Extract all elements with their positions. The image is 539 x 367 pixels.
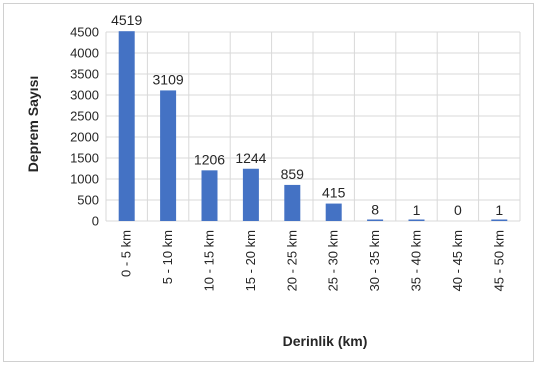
y-axis-title: Deprem Sayısı xyxy=(25,76,41,173)
bar xyxy=(325,203,342,221)
bar xyxy=(284,184,301,221)
gridlines xyxy=(105,31,521,222)
bar xyxy=(201,170,218,221)
x-axis-ticks: 0 - 5 km 5 - 10 km 10 - 15 km 15 - 20 km 20 … xyxy=(119,230,507,291)
x-tick-label: 35 - 40 km xyxy=(409,230,424,291)
chart-frame xyxy=(3,3,534,362)
y-tick-label: 0 xyxy=(92,214,99,229)
y-tick-label: 500 xyxy=(77,193,99,208)
y-tick-label: 3500 xyxy=(70,67,99,82)
data-label: 4519 xyxy=(111,12,142,28)
y-tick-label: 4500 xyxy=(70,25,99,40)
bars xyxy=(118,31,508,222)
x-tick-label: 0 - 5 km xyxy=(119,230,134,277)
y-tick-label: 1000 xyxy=(70,172,99,187)
data-labels: 4519 3109 1206 1244 859 415 8 1 0 1 xyxy=(111,12,503,218)
x-tick-label: 30 - 35 km xyxy=(367,230,382,291)
y-tick-label: 4000 xyxy=(70,46,99,61)
x-tick-label: 15 - 20 km xyxy=(243,230,258,291)
y-tick-label: 2500 xyxy=(70,109,99,124)
y-tick-label: 3000 xyxy=(70,88,99,103)
bar xyxy=(242,168,259,221)
bar xyxy=(491,219,508,221)
data-label: 1244 xyxy=(235,150,266,166)
x-tick-label: 10 - 15 km xyxy=(202,230,217,291)
x-tick-label: 45 - 50 km xyxy=(491,230,506,291)
y-axis-ticks: 0 500 1000 1500 2000 2500 3000 3500 4000 4500 xyxy=(70,25,99,229)
data-label: 1 xyxy=(413,202,421,218)
x-tick-label: 20 - 25 km xyxy=(284,230,299,291)
bar xyxy=(367,219,384,221)
bar xyxy=(408,219,425,221)
data-label: 8 xyxy=(371,202,379,218)
x-tick-label: 5 - 10 km xyxy=(160,230,175,284)
x-axis-title: Derinlik (km) xyxy=(283,333,368,349)
y-tick-label: 2000 xyxy=(70,130,99,145)
data-label: 415 xyxy=(322,185,346,201)
y-tick-label: 1500 xyxy=(70,151,99,166)
data-label: 859 xyxy=(281,166,305,182)
data-label: 1 xyxy=(495,202,503,218)
bar xyxy=(160,90,177,221)
data-label: 3109 xyxy=(153,71,184,87)
data-label: 1206 xyxy=(194,151,225,167)
bar xyxy=(118,31,135,222)
data-label: 0 xyxy=(454,202,462,218)
x-tick-label: 40 - 45 km xyxy=(450,230,465,291)
x-tick-label: 25 - 30 km xyxy=(326,230,341,291)
